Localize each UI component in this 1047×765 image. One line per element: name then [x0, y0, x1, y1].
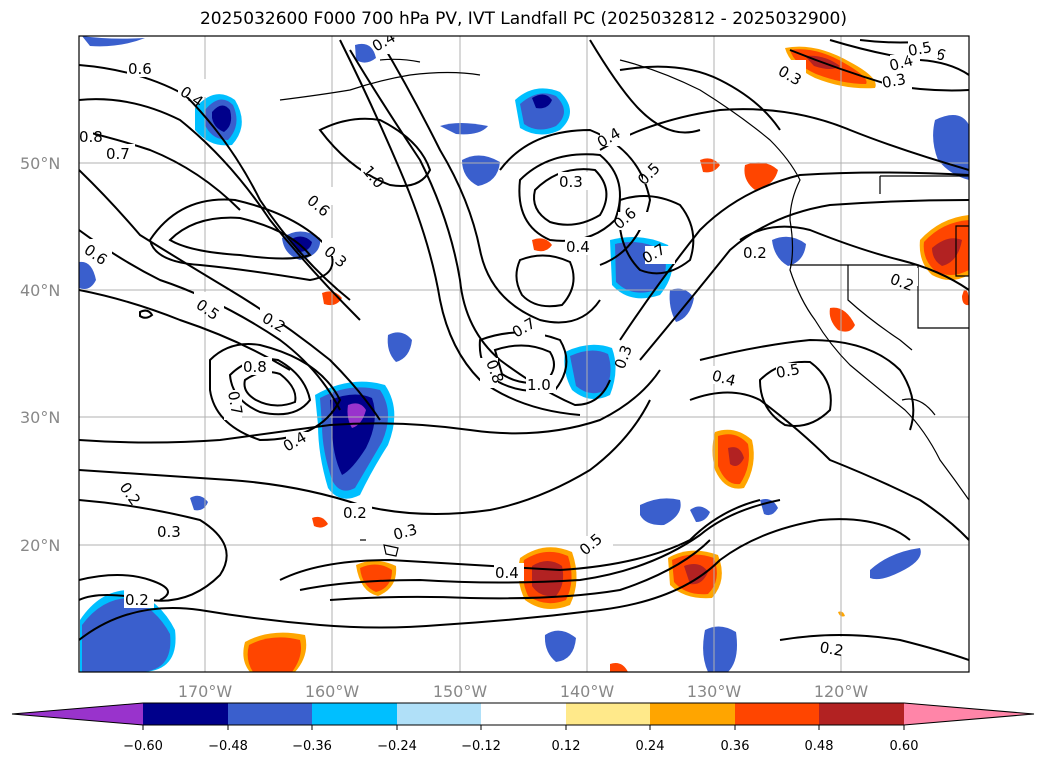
colorbar-segment — [397, 703, 481, 725]
contour-label: 0.5 — [775, 360, 802, 382]
contour-label: 0.4 — [710, 366, 738, 390]
colorbar-segment — [735, 703, 819, 725]
lon-label: 150°W — [433, 682, 488, 701]
colorbar-tick-label: 0.24 — [636, 739, 665, 754]
contour-label: 0.6 — [128, 60, 152, 78]
contour-label: 0.2 — [818, 638, 845, 660]
colorbar-segment — [481, 703, 566, 725]
colorbar-segment — [143, 703, 228, 725]
colorbar: −0.60 −0.48 −0.36 −0.24 −0.12 0.12 0.24 … — [11, 702, 1035, 754]
contour-label: 0.2 — [743, 244, 767, 262]
lon-label: 160°W — [305, 682, 360, 701]
lon-label: 130°W — [687, 682, 742, 701]
map-title: 2025032600 F000 700 hPa PV, IVT Landfall… — [199, 9, 847, 29]
pv-contours — [79, 39, 969, 661]
colorbar-segment — [650, 703, 735, 725]
colorbar-tick-label: 0.36 — [721, 739, 750, 754]
contour-label: 0.4 — [566, 238, 590, 256]
colorbar-extend-high — [904, 703, 1034, 725]
colorbar-tick-label: −0.12 — [461, 739, 501, 754]
contour-label: 0.3 — [391, 520, 419, 544]
colorbar-segment — [312, 703, 397, 725]
contour-label: 0.4 — [495, 564, 519, 582]
map-frame — [78, 35, 970, 673]
lon-label: 140°W — [560, 682, 615, 701]
contour-label: 0.7 — [106, 145, 130, 163]
contour-label: 0.7 — [224, 390, 246, 417]
colorbar-extend-low — [12, 703, 143, 725]
lat-label: 40°N — [20, 281, 60, 300]
contour-label: 0.8 — [243, 358, 267, 376]
colorbar-tick-label: −0.24 — [377, 739, 417, 754]
lat-label: 50°N — [20, 154, 60, 173]
colorbar-segment — [228, 703, 312, 725]
colorbar-tick-label: 0.12 — [552, 739, 581, 754]
lon-label: 170°W — [178, 682, 233, 701]
coastline — [279, 58, 969, 557]
contour-label: 0.3 — [157, 523, 181, 541]
colorbar-segment — [819, 703, 904, 725]
colorbar-tick-label: −0.36 — [292, 739, 332, 754]
contour-label: 0.3 — [881, 70, 908, 92]
contour-label: 0.3 — [559, 173, 583, 191]
lat-label: 20°N — [20, 536, 60, 555]
colorbar-tick-label: 0.60 — [890, 739, 919, 754]
lat-label: 30°N — [20, 408, 60, 427]
contour-label: 0.2 — [343, 504, 367, 522]
colorbar-segment — [566, 703, 650, 725]
lon-label: 120°W — [814, 682, 869, 701]
contour-label: 1.0 — [527, 376, 551, 394]
contour-label: 0.5 — [907, 38, 934, 60]
contour-label: 0.2 — [125, 591, 149, 609]
colorbar-tick-label: 0.48 — [805, 739, 834, 754]
colorbar-tick-label: −0.48 — [208, 739, 248, 754]
contour-label: 0.8 — [79, 128, 103, 146]
colorbar-tick-label: −0.60 — [123, 739, 163, 754]
